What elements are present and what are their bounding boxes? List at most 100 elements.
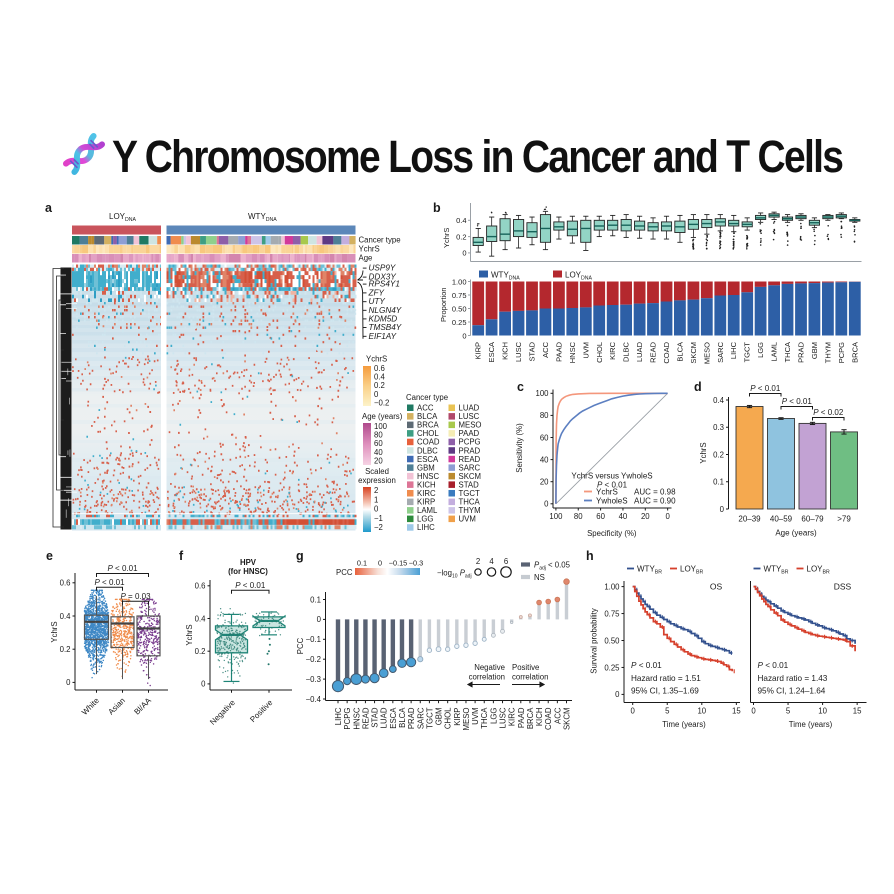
svg-text:0.2: 0.2 [456,232,466,241]
svg-text:YchrS: YchrS [699,442,708,463]
svg-text:CHOL: CHOL [417,429,439,438]
svg-text:KICH: KICH [501,342,510,360]
svg-text:READ: READ [361,707,370,729]
svg-text:HNSC: HNSC [417,472,439,481]
svg-text:6: 6 [504,557,508,566]
svg-text:MESO: MESO [462,708,471,731]
svg-text:P < 0.02: P < 0.02 [813,408,844,417]
svg-text:−2: −2 [374,523,383,532]
svg-text:PRAD: PRAD [796,341,805,362]
svg-text:P < 0.01: P < 0.01 [235,581,266,590]
svg-text:100: 100 [374,422,388,431]
svg-text:P < 0.01: P < 0.01 [782,397,813,406]
svg-text:LIHC: LIHC [334,707,343,725]
svg-text:0.2: 0.2 [195,647,206,656]
svg-text:LUAD: LUAD [635,341,644,362]
svg-text:20: 20 [540,478,549,487]
svg-text:1: 1 [374,495,378,504]
svg-text:BRCA: BRCA [417,421,439,430]
svg-text:UVM: UVM [459,515,476,524]
svg-text:Positive: Positive [512,663,539,672]
svg-text:−0.1: −0.1 [306,635,321,644]
svg-text:GBM: GBM [435,708,444,726]
svg-text:Age: Age [359,254,373,263]
svg-text:0.4: 0.4 [713,396,725,405]
svg-text:15: 15 [732,707,741,716]
svg-text:60: 60 [374,439,383,448]
svg-text:1.00: 1.00 [452,277,467,286]
svg-text:0.6: 0.6 [374,364,385,373]
svg-text:MESO: MESO [459,421,482,430]
svg-text:UTY: UTY [369,297,386,306]
svg-text:OS: OS [710,582,723,592]
svg-text:0: 0 [317,615,322,624]
svg-text:0: 0 [751,707,756,716]
svg-text:YchrS: YchrS [442,228,451,248]
svg-text:ACC: ACC [417,404,434,413]
svg-text:0.6: 0.6 [195,582,206,591]
svg-text:Hazard ratio = 1.51: Hazard ratio = 1.51 [631,674,701,683]
svg-text:DLBC: DLBC [417,446,438,455]
svg-text:0.4: 0.4 [456,216,466,225]
svg-text:Proportion: Proportion [439,287,448,322]
svg-text:BRCA: BRCA [850,342,859,363]
svg-text:LIHC: LIHC [417,523,435,532]
svg-text:ACC: ACC [553,707,562,724]
svg-text:KIRC: KIRC [508,707,517,726]
svg-text:Padj < 0.05: Padj < 0.05 [534,561,571,572]
svg-text:−0.3: −0.3 [306,675,321,684]
svg-text:60: 60 [596,512,605,521]
svg-text:40: 40 [374,448,383,457]
svg-text:P < 0.01: P < 0.01 [631,661,662,670]
svg-text:95% CI, 1.35–1.69: 95% CI, 1.35–1.69 [631,687,699,696]
svg-text:c: c [517,380,524,394]
svg-text:0.1: 0.1 [310,595,321,604]
svg-text:P < 0.01: P < 0.01 [94,578,125,587]
svg-text:WTYBR: WTYBR [637,565,662,576]
svg-text:KIRP: KIRP [417,498,435,507]
svg-text:YchrS versus YwholeS: YchrS versus YwholeS [571,472,652,481]
svg-text:ACC: ACC [541,341,550,357]
svg-text:Scaled: Scaled [365,467,389,476]
svg-text:0: 0 [462,331,466,340]
svg-text:80: 80 [574,512,583,521]
svg-text:0.4: 0.4 [195,614,207,623]
svg-text:−0.2: −0.2 [306,655,321,664]
svg-text:TGCT: TGCT [459,489,480,498]
svg-text:20–39: 20–39 [738,515,761,524]
svg-text:UVM: UVM [581,342,590,359]
svg-text:0: 0 [462,249,466,258]
svg-text:0: 0 [378,559,382,568]
svg-text:g: g [296,549,304,563]
svg-text:PAAD: PAAD [554,341,563,361]
svg-text:DDX3Y: DDX3Y [369,273,397,282]
svg-text:LAML: LAML [770,342,779,362]
svg-text:P = 0.03: P = 0.03 [120,592,151,601]
svg-text:PCPG: PCPG [837,342,846,363]
svg-text:0: 0 [615,690,620,699]
svg-text:Negative: Negative [474,663,505,672]
svg-text:STAD: STAD [459,480,480,489]
svg-text:Hazard ratio = 1.43: Hazard ratio = 1.43 [758,674,828,683]
svg-text:Time (years): Time (years) [789,720,833,729]
svg-text:f: f [179,549,184,563]
svg-text:SKCM: SKCM [459,472,482,481]
svg-text:LOYDNA: LOYDNA [109,212,137,223]
svg-text:1.00: 1.00 [604,582,620,591]
svg-text:−0.4: −0.4 [306,695,322,704]
svg-text:LGG: LGG [756,342,765,358]
svg-text:KIRC: KIRC [417,489,436,498]
svg-text:0.4: 0.4 [374,373,386,382]
svg-text:NLGN4Y: NLGN4Y [369,306,402,315]
svg-text:Time (years): Time (years) [662,720,706,729]
svg-text:ESCA: ESCA [389,707,398,729]
svg-text:CHOL: CHOL [595,342,604,363]
svg-text:P < 0.01: P < 0.01 [750,384,781,393]
svg-text:DLBC: DLBC [622,341,631,362]
svg-text:40–59: 40–59 [770,515,793,524]
svg-text:−0.3: −0.3 [409,559,423,568]
svg-text:h: h [586,549,594,563]
svg-text:PRAD: PRAD [407,707,416,729]
svg-text:TGCT: TGCT [743,342,752,363]
svg-text:YwholeS: YwholeS [596,497,628,506]
